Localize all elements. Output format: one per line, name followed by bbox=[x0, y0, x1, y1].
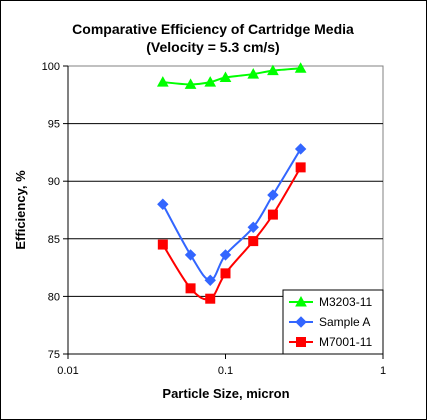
legend-marker-m7001-11 bbox=[296, 337, 306, 347]
y-tick-label-2: 85 bbox=[48, 234, 60, 246]
legend-label-m7001-11: M7001-11 bbox=[319, 335, 372, 349]
point-sample-a-5 bbox=[267, 189, 279, 201]
point-sample-a-2 bbox=[204, 274, 216, 286]
point-m7001-11-1 bbox=[185, 283, 196, 294]
legend: M3203-11 Sample A M7001-11 bbox=[282, 289, 384, 355]
point-m3203-11-0 bbox=[156, 76, 169, 87]
legend-item-m7001-11: M7001-11 bbox=[289, 335, 372, 349]
y-axis-label: Efficiency, % bbox=[13, 170, 28, 250]
point-m7001-11-0 bbox=[157, 239, 168, 250]
legend-item-sample-a: Sample A bbox=[289, 315, 370, 329]
point-m3203-11-6 bbox=[294, 62, 307, 73]
y-tick-label-1: 80 bbox=[48, 291, 60, 303]
legend-label-sample-a: Sample A bbox=[319, 315, 370, 329]
x-tick-label-2: 1 bbox=[380, 365, 386, 377]
series-m7001-11 bbox=[157, 162, 306, 304]
point-m3203-11-3 bbox=[219, 71, 232, 83]
point-sample-a-6 bbox=[294, 143, 307, 155]
chart-title: Comparative Efficiency of Cartridge Medi… bbox=[72, 21, 354, 37]
point-sample-a-3 bbox=[219, 249, 232, 261]
legend-marker-m3203-11 bbox=[295, 295, 307, 307]
point-m3203-11-1 bbox=[184, 78, 197, 89]
chart-subtitle: (Velocity = 5.3 cm/s) bbox=[146, 39, 279, 55]
legend-marker-sample-a bbox=[295, 316, 307, 328]
point-m3203-11-2 bbox=[204, 76, 217, 87]
y-tick-label-4: 95 bbox=[48, 119, 60, 131]
series-m3203-11 bbox=[156, 62, 307, 89]
x-axis-label: Particle Size, micron bbox=[162, 386, 289, 401]
point-m7001-11-4 bbox=[248, 236, 259, 247]
series-layer bbox=[156, 62, 307, 304]
point-m3203-11-4 bbox=[247, 68, 260, 79]
series-sample-a bbox=[157, 143, 307, 286]
legend-item-m3203-11: M3203-11 bbox=[289, 295, 372, 309]
x-tick-label-0: 0.01 bbox=[57, 365, 78, 377]
x-tick-label-1: 0.1 bbox=[218, 365, 233, 377]
point-m7001-11-2 bbox=[205, 293, 216, 304]
legend-label-m3203-11: M3203-11 bbox=[319, 295, 372, 309]
point-m7001-11-3 bbox=[220, 268, 231, 279]
y-tick-label-3: 90 bbox=[48, 176, 60, 188]
y-tick-label-5: 100 bbox=[42, 61, 60, 73]
point-sample-a-4 bbox=[247, 221, 259, 233]
point-m3203-11-5 bbox=[267, 64, 279, 76]
point-sample-a-1 bbox=[184, 249, 197, 261]
point-m7001-11-6 bbox=[295, 162, 306, 173]
axis-layer: 75 80 85 90 95 100 0.01 0.1 1 bbox=[42, 61, 386, 377]
legend-items: M3203-11 Sample A M7001-11 bbox=[289, 295, 372, 349]
point-sample-a-0 bbox=[157, 198, 169, 210]
point-m7001-11-5 bbox=[267, 209, 278, 220]
y-tick-label-0: 75 bbox=[48, 349, 60, 361]
